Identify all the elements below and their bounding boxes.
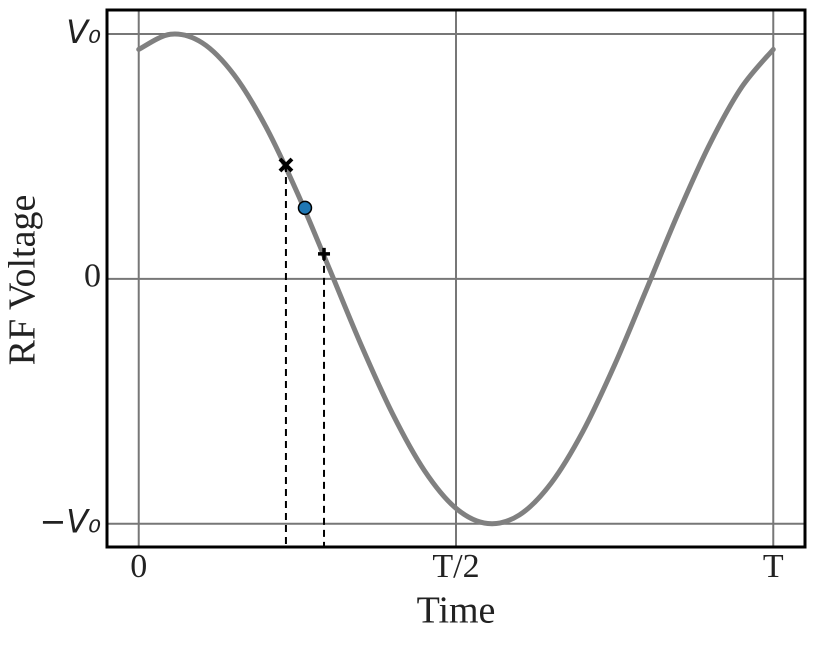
marker (318, 247, 331, 260)
y-tick-label: −V₀ (39, 503, 101, 541)
y-axis-label: RF Voltage (2, 195, 44, 366)
marker (297, 200, 313, 216)
y-tick-label: 0 (84, 258, 101, 295)
x-axis-label: Time (417, 590, 496, 632)
line-series (136, 31, 776, 527)
marker (278, 157, 294, 173)
x-tick-label: T/2 (432, 548, 479, 585)
y-tick-label: V₀ (66, 13, 101, 51)
plot-frame (105, 8, 807, 549)
x-tick-label: 0 (130, 548, 147, 585)
x-tick-label: T (763, 548, 784, 585)
